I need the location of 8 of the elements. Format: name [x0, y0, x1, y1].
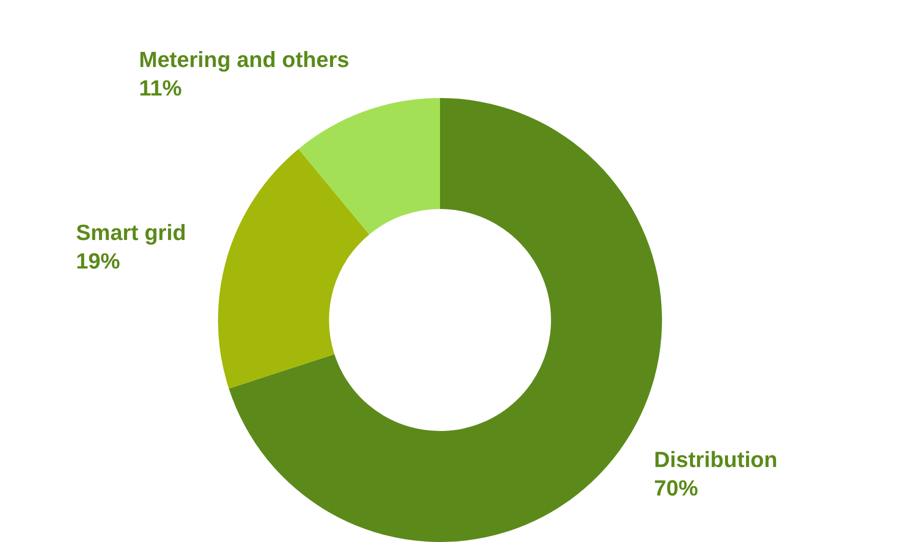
- data-label: 70%: [654, 476, 698, 501]
- data-label: 11%: [139, 76, 182, 101]
- slice-label: Metering and others: [139, 47, 350, 72]
- donut-slice: [298, 98, 440, 234]
- donut-slice: [218, 148, 370, 389]
- data-label: 19%: [76, 248, 120, 274]
- slice-label: Distribution: [654, 447, 778, 472]
- slice-label: Smart grid: [76, 220, 186, 245]
